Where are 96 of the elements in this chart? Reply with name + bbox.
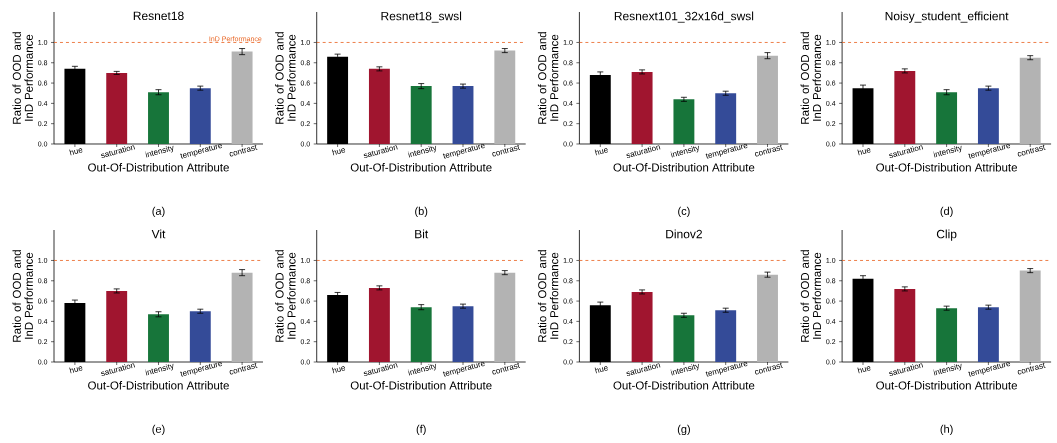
y-axis-title: Ratio of OOD and InD Performance	[800, 250, 822, 342]
x-tick-label: hue	[594, 148, 608, 156]
bar	[715, 93, 737, 144]
bar	[757, 274, 778, 362]
chart-title: Resnet18	[133, 11, 184, 21]
x-axis-title: Out-Of-Distribution Attribute	[350, 163, 492, 172]
text: (e)	[152, 424, 165, 436]
x-tick-label: intensity	[933, 363, 962, 376]
x-tick-label: hue	[594, 366, 608, 374]
x-tick-label: saturation	[889, 145, 924, 158]
text: (f)	[416, 424, 426, 436]
x-tick-label: saturation	[363, 363, 398, 376]
bar	[673, 99, 695, 144]
bar	[452, 86, 474, 144]
text: (g)	[677, 424, 690, 436]
bar	[148, 92, 169, 144]
x-tick-label: saturation	[626, 363, 661, 376]
bar	[631, 71, 653, 144]
x-tick-label: saturation	[101, 363, 135, 376]
chart-title: Vit	[151, 229, 166, 239]
x-tick-label: saturation	[889, 363, 924, 376]
bar	[894, 288, 916, 362]
bar	[452, 306, 474, 362]
x-tick-label: intensity	[933, 145, 962, 158]
x-tick-label: contrast	[492, 362, 521, 375]
x-tick-label: hue	[69, 148, 83, 156]
bar	[410, 86, 432, 144]
bar	[148, 314, 169, 362]
x-tick-label: hue	[332, 148, 346, 156]
x-tick-label: intensity	[145, 145, 174, 158]
y-axis-title: Ratio of OOD and InD Performance	[275, 250, 296, 342]
chart-title: Dinov2	[666, 229, 702, 239]
bar	[977, 88, 999, 144]
x-tick-label: intensity	[407, 363, 437, 376]
y-axis-title: Ratio of OOD and InD Performance	[537, 32, 559, 124]
y-axis-title: Ratio of OOD and InD Performance	[537, 250, 559, 342]
x-tick-label: hue	[857, 366, 871, 374]
text: (d)	[940, 206, 953, 218]
bar	[715, 310, 737, 362]
x-axis-title: Out-Of-Distribution Attribute	[350, 381, 492, 390]
bar	[106, 290, 128, 362]
bar	[368, 68, 390, 144]
x-tick-label: saturation	[101, 145, 135, 158]
x-tick-label: contrast	[229, 144, 258, 157]
y-axis-title: Ratio of OOD and InD Performance	[12, 32, 33, 124]
bar	[368, 287, 390, 362]
y-axis-title: Ratio of OOD and InD Performance	[12, 250, 33, 342]
bar	[1019, 270, 1041, 362]
x-tick-label: intensity	[670, 145, 699, 158]
text: (c)	[678, 206, 690, 218]
y-axis-title: Ratio of OOD and InD Performance	[275, 32, 296, 124]
x-tick-label: contrast	[492, 144, 521, 157]
x-tick-label: intensity	[670, 363, 699, 376]
bar	[673, 315, 695, 362]
chart-title: Clip	[936, 229, 957, 241]
bar	[494, 50, 516, 144]
x-tick-label: contrast	[229, 362, 258, 375]
chart-title: Bit	[415, 229, 429, 239]
x-tick-label: contrast	[1017, 144, 1046, 157]
bar	[231, 272, 253, 362]
x-axis-title: Out-Of-Distribution Attribute	[88, 163, 229, 172]
x-tick-label: hue	[69, 366, 83, 374]
x-tick-label: intensity	[407, 145, 437, 158]
chart-title: Resnet18_swsl	[381, 11, 462, 23]
bar	[1019, 57, 1041, 144]
bar	[936, 308, 958, 362]
bar	[494, 272, 516, 362]
x-axis-title: Out-Of-Distribution Attribute	[876, 163, 1018, 172]
bar	[977, 307, 999, 362]
x-tick-label: contrast	[755, 362, 783, 375]
bar	[231, 51, 253, 144]
bar	[410, 307, 432, 362]
bar	[106, 72, 128, 144]
x-axis-title: Out-Of-Distribution Attribute	[876, 381, 1018, 390]
x-tick-label: contrast	[755, 144, 783, 157]
text: (h)	[940, 424, 953, 436]
x-tick-label: intensity	[145, 363, 174, 376]
y-axis-title: Ratio of OOD and InD Performance	[800, 32, 822, 124]
x-axis-title: Out-Of-Distribution Attribute	[613, 163, 755, 172]
bar	[936, 92, 958, 144]
chart-title: Noisy_student_efficient	[885, 11, 1009, 23]
text: (b)	[415, 206, 428, 218]
x-axis-title: Out-Of-Distribution Attribute	[613, 381, 755, 390]
bar	[894, 70, 916, 144]
bar	[631, 291, 653, 362]
x-tick-label: saturation	[363, 145, 398, 158]
bar	[757, 55, 778, 144]
text: (a)	[152, 206, 165, 218]
x-tick-label: hue	[857, 148, 871, 156]
x-tick-label: contrast	[1017, 362, 1046, 375]
x-tick-label: hue	[332, 366, 346, 374]
x-tick-label: saturation	[626, 145, 661, 158]
x-axis-title: Out-Of-Distribution Attribute	[88, 381, 229, 390]
chart-title: Resnext101_32x16d_swsl	[614, 11, 754, 23]
bar	[189, 88, 211, 144]
bar	[189, 311, 211, 362]
